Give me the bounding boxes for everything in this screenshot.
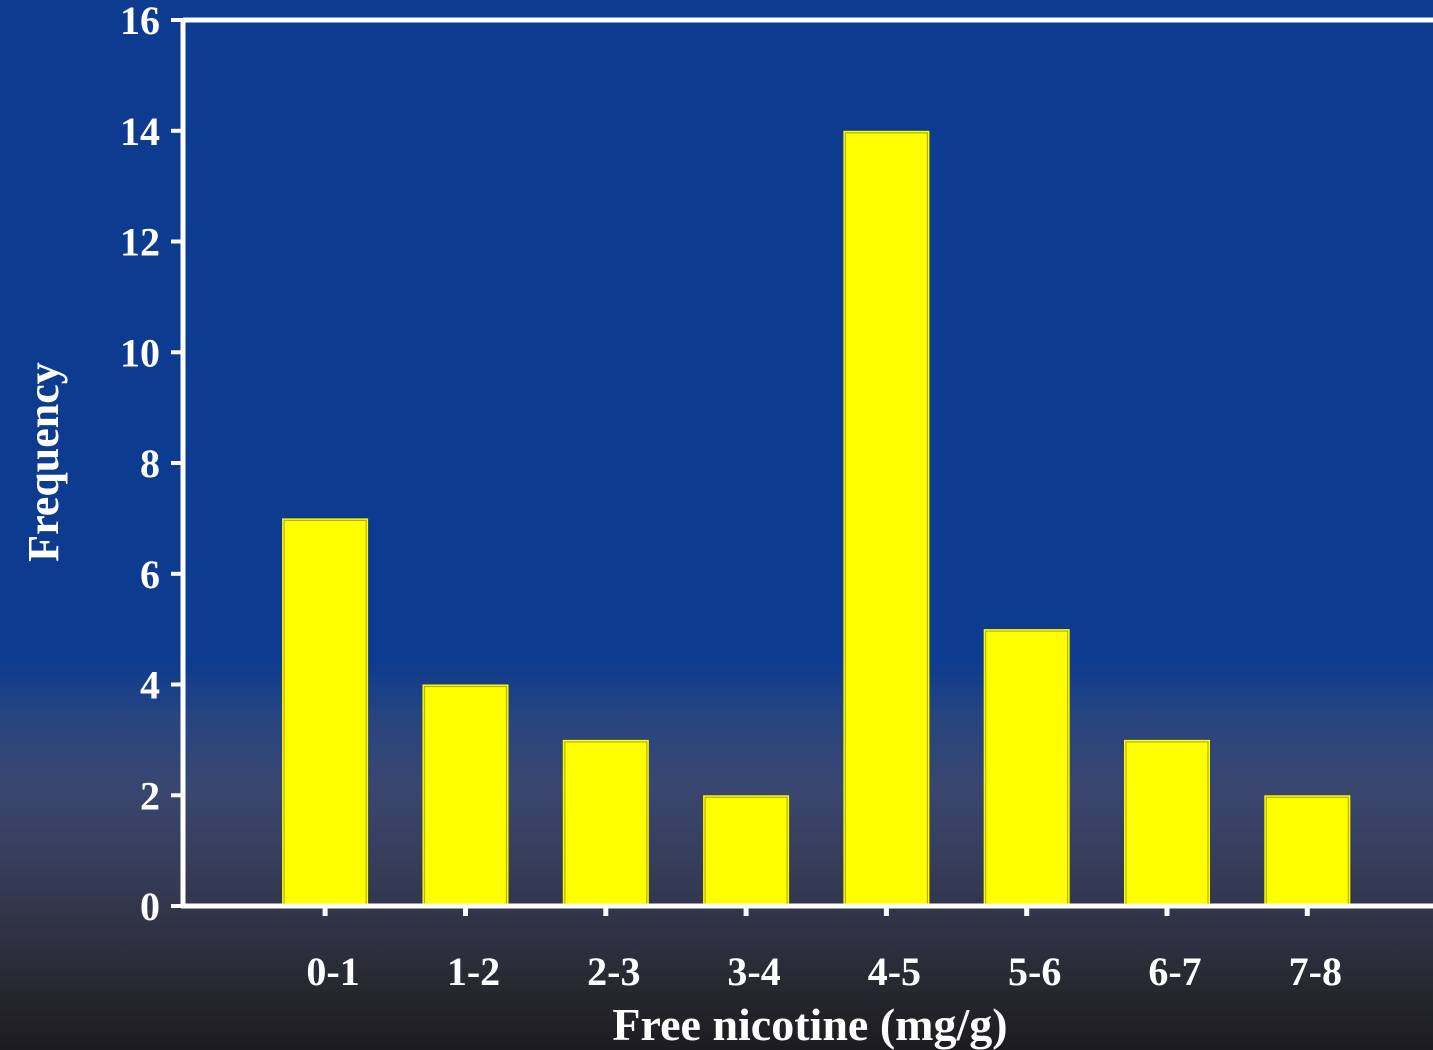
y-tick-label: 10	[120, 330, 160, 375]
bar-2-3	[562, 739, 649, 906]
x-tick-label: 2-3	[587, 949, 640, 994]
x-axis-label: Free nicotine (mg/g)	[612, 999, 1007, 1050]
x-tick-label: 6-7	[1148, 949, 1201, 994]
bar-fill	[1124, 739, 1210, 906]
y-tick-label: 0	[140, 884, 160, 929]
x-tick-label: 5-6	[1008, 949, 1061, 994]
y-tick-label: 16	[120, 0, 160, 43]
bar-fill	[282, 518, 369, 906]
bar-4-5	[843, 130, 930, 907]
y-tick-label: 4	[140, 663, 160, 708]
bar-fill	[703, 795, 790, 907]
y-tick-label: 12	[120, 220, 160, 265]
x-tick-label: 1-2	[447, 949, 500, 994]
bar-fill	[422, 684, 509, 906]
y-tick-label: 6	[140, 552, 160, 597]
bar-fill	[1264, 795, 1351, 907]
bar-7-8	[1264, 795, 1351, 907]
x-tick-label: 7-8	[1289, 949, 1342, 994]
x-tick-label: 3-4	[727, 949, 780, 994]
bar-6-7	[1124, 739, 1210, 906]
y-tick-label: 2	[140, 773, 160, 818]
bar-5-6	[983, 629, 1070, 906]
bar-fill	[983, 629, 1070, 906]
bar-fill	[843, 130, 930, 907]
x-ticks: 0-1 1-2 2-3 3-4 4-5 5-6 6-7 7-8	[306, 906, 1342, 994]
bar-0-1	[282, 518, 369, 906]
bars-layer	[282, 130, 1351, 907]
x-tick-label: 0-1	[306, 949, 359, 994]
bar-fill	[562, 739, 649, 906]
bar-3-4	[703, 795, 790, 907]
axes-layer	[180, 17, 1433, 909]
y-tick-label: 8	[140, 441, 160, 486]
y-axis-label: Frequency	[19, 362, 68, 562]
bar-1-2	[422, 684, 509, 906]
x-tick-label: 4-5	[868, 949, 921, 994]
y-ticks: 0 2 4 6 8 10 12 14 16	[120, 0, 183, 929]
y-tick-label: 14	[120, 109, 160, 154]
